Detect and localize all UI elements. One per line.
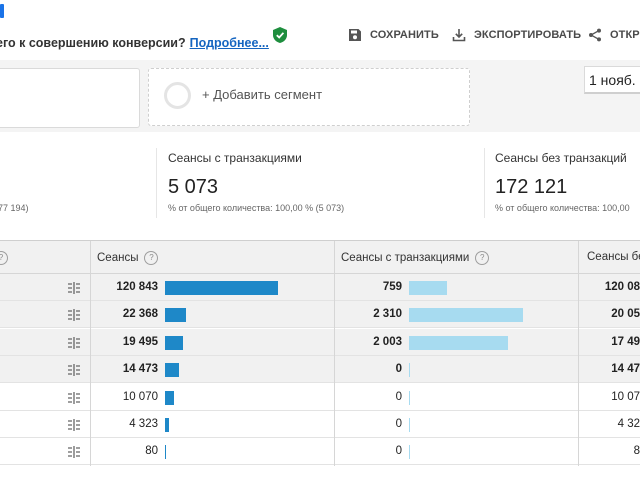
summary-note-sessions: 77 194): [0, 203, 29, 213]
share-label: ОТКР: [610, 29, 640, 41]
sessions-value: 19 495: [122, 336, 158, 348]
column-divider: [578, 241, 579, 466]
with-transactions-value: 2 310: [373, 308, 402, 320]
table-row[interactable]: [0, 384, 640, 411]
without-transactions-value: 17 49: [611, 336, 640, 348]
table-row[interactable]: [0, 329, 640, 356]
sessions-bar: [165, 281, 278, 295]
help-icon[interactable]: ?: [475, 251, 490, 265]
share-button[interactable]: ОТКР: [588, 26, 640, 44]
insight-banner: его к совершению конверсии? Подробнее...: [0, 36, 269, 50]
sessions-bar: [165, 391, 174, 405]
with-transactions-bar: [409, 336, 508, 350]
share-icon: [589, 28, 601, 42]
summary-value-without-transactions: 172 121: [495, 176, 568, 198]
table-row[interactable]: [0, 356, 640, 383]
row-divider: [0, 327, 640, 328]
sessions-value: 120 843: [116, 281, 158, 293]
table-row[interactable]: [0, 438, 640, 465]
without-transactions-value: 14 47: [611, 363, 640, 375]
sessions-value: 10 070: [122, 391, 158, 403]
learn-more-link[interactable]: Подробнее...: [189, 36, 269, 50]
sessions-value: 14 473: [122, 363, 158, 375]
column-header-without-transactions-label: Сеансы бе: [587, 251, 640, 263]
with-transactions-bar: [409, 363, 410, 377]
pivot-icon[interactable]: [67, 392, 81, 404]
with-transactions-bar: [409, 418, 410, 432]
with-transactions-value: 2 003: [373, 336, 402, 348]
segment-card-all-users[interactable]: [0, 68, 140, 128]
with-transactions-value: 0: [395, 445, 402, 457]
verified-shield-icon: [273, 27, 287, 43]
with-transactions-value: 0: [395, 391, 402, 403]
without-transactions-value: 10 07: [611, 391, 640, 403]
with-transactions-bar: [409, 391, 410, 405]
table-header-row: [0, 241, 640, 274]
without-transactions-value: 8: [633, 445, 640, 457]
row-divider: [0, 437, 640, 438]
table-row[interactable]: [0, 411, 640, 438]
without-transactions-value: 120 08: [604, 281, 640, 293]
sessions-value: 4 323: [129, 418, 158, 430]
pivot-icon[interactable]: [67, 446, 81, 458]
add-segment-button[interactable]: [148, 68, 470, 126]
table-top-border: [0, 240, 640, 241]
sessions-bar: [165, 336, 183, 350]
export-button[interactable]: ЭКСПОРТИРОВАТЬ: [452, 26, 581, 44]
with-transactions-value: 0: [395, 418, 402, 430]
with-transactions-bar: [409, 445, 410, 459]
summary-divider: [484, 148, 485, 218]
row-divider: [0, 355, 640, 356]
pivot-icon[interactable]: [67, 419, 81, 431]
row-divider: [0, 300, 640, 301]
save-label: СОХРАНИТЬ: [370, 29, 439, 41]
summary-title-without-transactions: Сеансы без транзакций: [495, 151, 627, 165]
date-range-picker[interactable]: 1 нояб.: [584, 66, 640, 94]
save-button[interactable]: СОХРАНИТЬ: [348, 26, 439, 44]
save-icon: [349, 29, 361, 41]
sessions-value: 80: [145, 445, 158, 457]
sessions-value: 22 368: [122, 308, 158, 320]
column-divider: [90, 241, 91, 466]
column-header-without-transactions[interactable]: Сеансы бе: [587, 251, 640, 263]
pivot-icon[interactable]: [67, 309, 81, 321]
sessions-bar: [165, 363, 179, 377]
pivot-icon[interactable]: [67, 282, 81, 294]
with-transactions-bar: [409, 281, 447, 295]
pivot-icon[interactable]: [67, 337, 81, 349]
help-icon[interactable]: ?: [144, 251, 159, 265]
summary-note-with-transactions: % от общего количества: 100,00 % (5 073): [168, 203, 345, 213]
column-header-sessions-label: Сеансы: [97, 252, 139, 265]
summary-title-with-transactions: Сеансы с транзакциями: [168, 151, 302, 165]
sessions-bar: [165, 308, 186, 322]
table-row[interactable]: [0, 301, 640, 328]
header-link-fragment[interactable]: [0, 4, 4, 18]
row-divider: [0, 410, 640, 411]
sessions-bar: [165, 445, 166, 459]
column-divider: [334, 241, 335, 466]
without-transactions-value: 20 05: [611, 308, 640, 320]
with-transactions-value: 759: [382, 281, 402, 293]
insight-banner-text: его к совершению конверсии?: [0, 36, 186, 50]
with-transactions-bar: [409, 308, 523, 322]
summary-scorecards: [0, 134, 640, 230]
column-header-sessions[interactable]: Сеансы?: [97, 251, 159, 265]
segment-circle-icon: [164, 82, 191, 109]
without-transactions-value: 4 32: [617, 418, 640, 430]
row-divider: [0, 382, 640, 383]
sessions-bar: [165, 418, 169, 432]
column-header-with-transactions[interactable]: Сеансы с транзакциями?: [341, 251, 490, 265]
table-row[interactable]: [0, 274, 640, 301]
column-header-with-transactions-label: Сеансы с транзакциями: [341, 252, 470, 265]
with-transactions-value: 0: [395, 363, 402, 375]
summary-divider: [156, 148, 157, 218]
download-icon: [452, 29, 466, 42]
pivot-icon[interactable]: [67, 364, 81, 376]
export-label: ЭКСПОРТИРОВАТЬ: [474, 29, 582, 41]
summary-value-with-transactions: 5 073: [168, 176, 219, 198]
add-segment-label: + Добавить сегмент: [202, 87, 323, 102]
row-divider: [0, 464, 640, 465]
summary-note-without-transactions: % от общего количества: 100,00: [495, 203, 630, 213]
